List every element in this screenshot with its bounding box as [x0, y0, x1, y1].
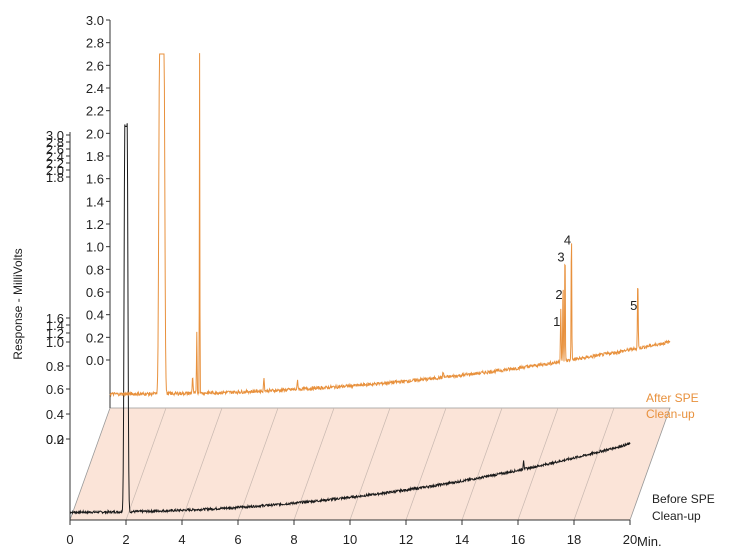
before-y-tick-label: 0.8	[46, 359, 64, 374]
depth-gridline	[405, 407, 447, 521]
floor-plane	[69, 407, 671, 521]
after-y-tick-label: 3.0	[86, 13, 104, 28]
after-y-tick-label: 1.2	[86, 217, 104, 232]
x-tick-label: 2	[122, 532, 129, 547]
before-y-tick-label: 0.0	[46, 432, 64, 447]
after-y-tick-label: 1.6	[86, 172, 104, 187]
x-tick-label: 0	[66, 532, 73, 547]
depth-gridline	[237, 407, 279, 521]
before-y-tick-label: 1.6	[46, 311, 64, 326]
after-y-tick-label: 0.2	[86, 330, 104, 345]
before-y-tick-label: 1.0	[46, 335, 64, 350]
depth-gridline	[125, 407, 167, 521]
peak-label-2: 2	[555, 287, 562, 302]
after-y-tick-label: 1.8	[86, 149, 104, 164]
before-y-tick-label: 2.0	[46, 163, 64, 178]
x-tick-label: 4	[178, 532, 185, 547]
peak-label-4: 4	[564, 232, 571, 247]
before-y-tick-label: 2.2	[46, 156, 64, 171]
after-y-tick-label: 2.8	[86, 36, 104, 51]
depth-gridline	[181, 407, 223, 521]
after-y-tick-label: 1.4	[86, 194, 104, 209]
before-y-tick-label: 0.2	[46, 432, 64, 447]
x-tick-label: 14	[455, 532, 469, 547]
after-y-tick-label: 1.0	[86, 240, 104, 255]
before-y-tick-label: 1.4	[46, 318, 64, 333]
before-trace-line	[69, 123, 631, 515]
before-y-tick-label: 3.0	[46, 128, 64, 143]
axes: 0 2 4 6 8 10 12 14 16 18 203.02.82.62.42.22.01.81.…	[46, 13, 637, 547]
x-tick-label: 12	[399, 532, 413, 547]
peak-label-1: 1	[553, 314, 560, 329]
before-y-tick-label: 1.8	[46, 170, 64, 185]
series-before-spe	[69, 123, 631, 515]
before-y-tick-label: 0.6	[46, 382, 64, 397]
x-tick-label: 6	[234, 532, 241, 547]
x-tick-label: 20	[623, 532, 637, 547]
before-y-tick-label: 2.6	[46, 142, 64, 157]
depth-gridline	[349, 407, 391, 521]
after-y-tick-label: 2.6	[86, 58, 104, 73]
x-tick-label: 16	[511, 532, 525, 547]
labels: Response - MilliVolts Min. After SPE Cle…	[11, 248, 715, 549]
before-y-tick-label: 0.4	[46, 407, 64, 422]
after-y-tick-label: 0.6	[86, 285, 104, 300]
after-series-label-line2: Clean-up	[646, 407, 695, 421]
peak-label-3: 3	[557, 249, 564, 264]
peak-label-5: 5	[630, 298, 637, 313]
after-y-tick-label: 2.4	[86, 81, 104, 96]
before-y-tick-label: 1.2	[46, 326, 64, 341]
depth-gridline	[461, 407, 503, 521]
after-y-tick-label: 2.2	[86, 104, 104, 119]
depth-gridline	[573, 407, 615, 521]
x-tick-label: 8	[290, 532, 297, 547]
x-tick-label: 18	[567, 532, 581, 547]
before-series-label-line2: Clean-up	[652, 509, 701, 523]
series-after-spe: 1 2 34 5	[109, 53, 671, 398]
before-y-tick-label: 2.8	[46, 135, 64, 150]
after-y-tick-label: 0.0	[86, 353, 104, 368]
after-y-tick-label: 0.8	[86, 262, 104, 277]
depth-gridline	[517, 407, 559, 521]
after-y-tick-label: 0.4	[86, 308, 104, 323]
x-tick-label: 10	[343, 532, 357, 547]
after-y-tick-label: 2.0	[86, 126, 104, 141]
after-trace-line	[109, 53, 671, 398]
x-axis-unit-label: Min.	[637, 534, 662, 547]
before-series-label-line1: Before SPE	[652, 492, 715, 506]
after-series-label-line1: After SPE	[646, 391, 699, 405]
y-axis-label: Response - MilliVolts	[11, 248, 25, 359]
before-y-tick-label: 2.4	[46, 149, 64, 164]
